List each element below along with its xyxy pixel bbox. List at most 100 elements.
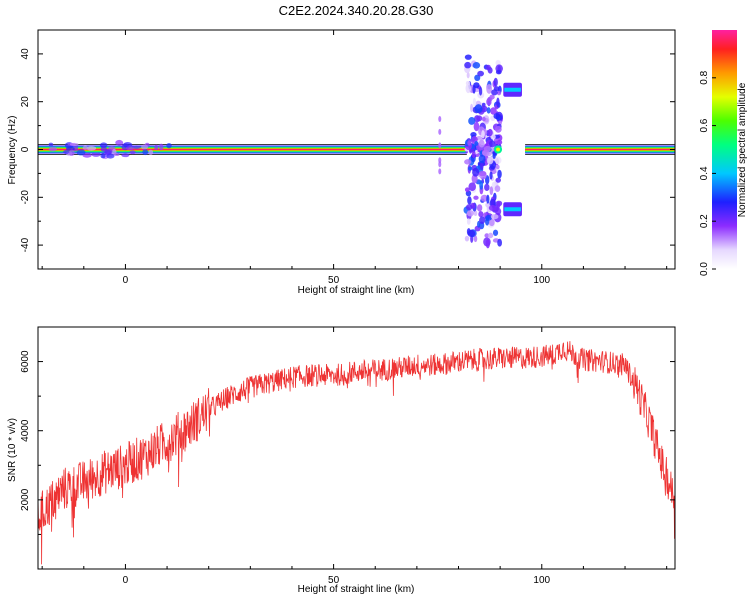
spread-blob: [438, 128, 442, 135]
spread-blob: [495, 164, 500, 170]
spread-blob: [466, 72, 470, 79]
spectrogram-ytick-label: 20: [20, 96, 31, 108]
spread-blob: [479, 216, 486, 224]
spread-blob: [478, 211, 484, 218]
spectrogram-ytick-label: 40: [20, 48, 31, 60]
spread-blob: [486, 107, 491, 114]
spread-blob: [468, 182, 476, 192]
spread-blob: [473, 121, 480, 132]
spread-blob: [478, 139, 485, 148]
spread-blob: [472, 62, 481, 69]
spread-blob: [479, 180, 484, 190]
spread-blob: [479, 162, 484, 171]
spread-blob: [481, 116, 486, 122]
snr-xtick-label: 0: [123, 575, 129, 586]
spread-blob: [496, 201, 501, 209]
spread-blob: [473, 235, 478, 243]
colorbar-ticks: 0.0 0.2 0.4 0.6 0.8: [699, 70, 716, 276]
colorbar-label: Normalized spectral amplitude: [737, 82, 748, 217]
noise-blob: [129, 150, 136, 155]
spread-blob: [490, 198, 494, 207]
spread-blob: [493, 113, 501, 120]
snr-axes: 0 50 100 2000 4000 6000: [20, 326, 675, 586]
spread-blob: [464, 61, 472, 69]
spectrogram-axes: 0 50 100 -40 -20 0 20 40: [20, 29, 675, 286]
spread-blob: [478, 86, 483, 96]
noise-blob: [82, 145, 89, 150]
spread-blob: [467, 229, 476, 238]
spread-blob: [470, 131, 477, 138]
spread-blob: [471, 151, 476, 158]
spread-blob: [466, 218, 471, 225]
spread-blob: [487, 128, 493, 137]
carrier-band: [525, 149, 675, 150]
spectrogram-xtick-label: 100: [533, 275, 550, 286]
spectrogram-ylabel: Frequency (Hz): [7, 116, 18, 185]
spread-blob: [497, 238, 503, 247]
noise-blob: [100, 153, 106, 159]
spread-blob: [494, 125, 502, 133]
spread-blob: [464, 54, 472, 60]
spectrogram-ytick-label: -20: [20, 190, 31, 205]
spread-blob: [485, 239, 490, 249]
noise-blob: [69, 142, 79, 146]
spread-blob: [474, 141, 479, 146]
spread-blob: [476, 204, 483, 212]
spread-blob: [481, 130, 485, 139]
spread-blob: [493, 77, 498, 87]
spread-blob: [472, 84, 476, 94]
spread-blob: [491, 89, 498, 96]
snr-xlabel: Height of straight line (km): [298, 584, 415, 595]
noise-blob: [141, 144, 149, 150]
spread-blob: [486, 64, 491, 71]
spread-blob: [464, 235, 470, 242]
noise-blob: [142, 149, 149, 156]
noise-blob: [86, 145, 97, 151]
noise-blob: [113, 153, 120, 157]
spread-blob: [484, 233, 490, 238]
spread-blob: [486, 194, 490, 204]
spread-blob: [472, 97, 477, 108]
spread-blob: [480, 105, 488, 113]
spread-blob: [495, 69, 502, 75]
spectrogram-heatmap: [38, 54, 675, 249]
spread-blob: [497, 169, 502, 179]
spread-blob: [490, 107, 497, 115]
spread-blob: [468, 117, 476, 125]
snr-series-line: [38, 341, 675, 565]
spread-blob: [494, 185, 501, 193]
spectrogram-ytick-label: 0: [20, 146, 31, 152]
colorbar: 0.0 0.2 0.4 0.6 0.8 Normalized spectral ampl…: [699, 30, 748, 276]
colorbar-tick-label: 0.4: [699, 166, 710, 180]
spread-blob: [486, 156, 494, 165]
spread-blob: [438, 168, 442, 175]
noise-blob: [48, 146, 58, 152]
spectrogram-xtick-label: 0: [123, 275, 129, 286]
spread-blob: [465, 83, 472, 94]
spread-blob: [438, 142, 442, 149]
spread-blob: [477, 70, 484, 77]
spread-blob: [465, 204, 473, 211]
snr-ytick-label: 2000: [20, 488, 31, 511]
spread-blob: [487, 232, 494, 239]
spread-blob: [478, 170, 487, 177]
spread-blob: [489, 171, 493, 180]
snr-frame: [37, 326, 676, 570]
spread-blob: [467, 140, 472, 146]
noise-blob: [132, 145, 141, 150]
snr-ylabel: SNR (10 * v/v): [7, 418, 18, 482]
spectrogram-xlabel: Height of straight line (km): [298, 285, 415, 296]
sideband-band: [504, 207, 521, 212]
spread-blob: [438, 157, 442, 164]
colorbar-tick-label: 0.6: [699, 118, 710, 132]
spread-blob: [474, 74, 481, 82]
spread-blob: [477, 220, 481, 228]
noise-blob: [115, 139, 124, 146]
noise-blob: [91, 152, 101, 157]
snr-xtick-label: 100: [533, 575, 550, 586]
spread-blob: [496, 90, 502, 96]
carrier-band: [38, 149, 467, 150]
spread-blob: [494, 140, 501, 145]
spread-blob: [483, 145, 491, 153]
